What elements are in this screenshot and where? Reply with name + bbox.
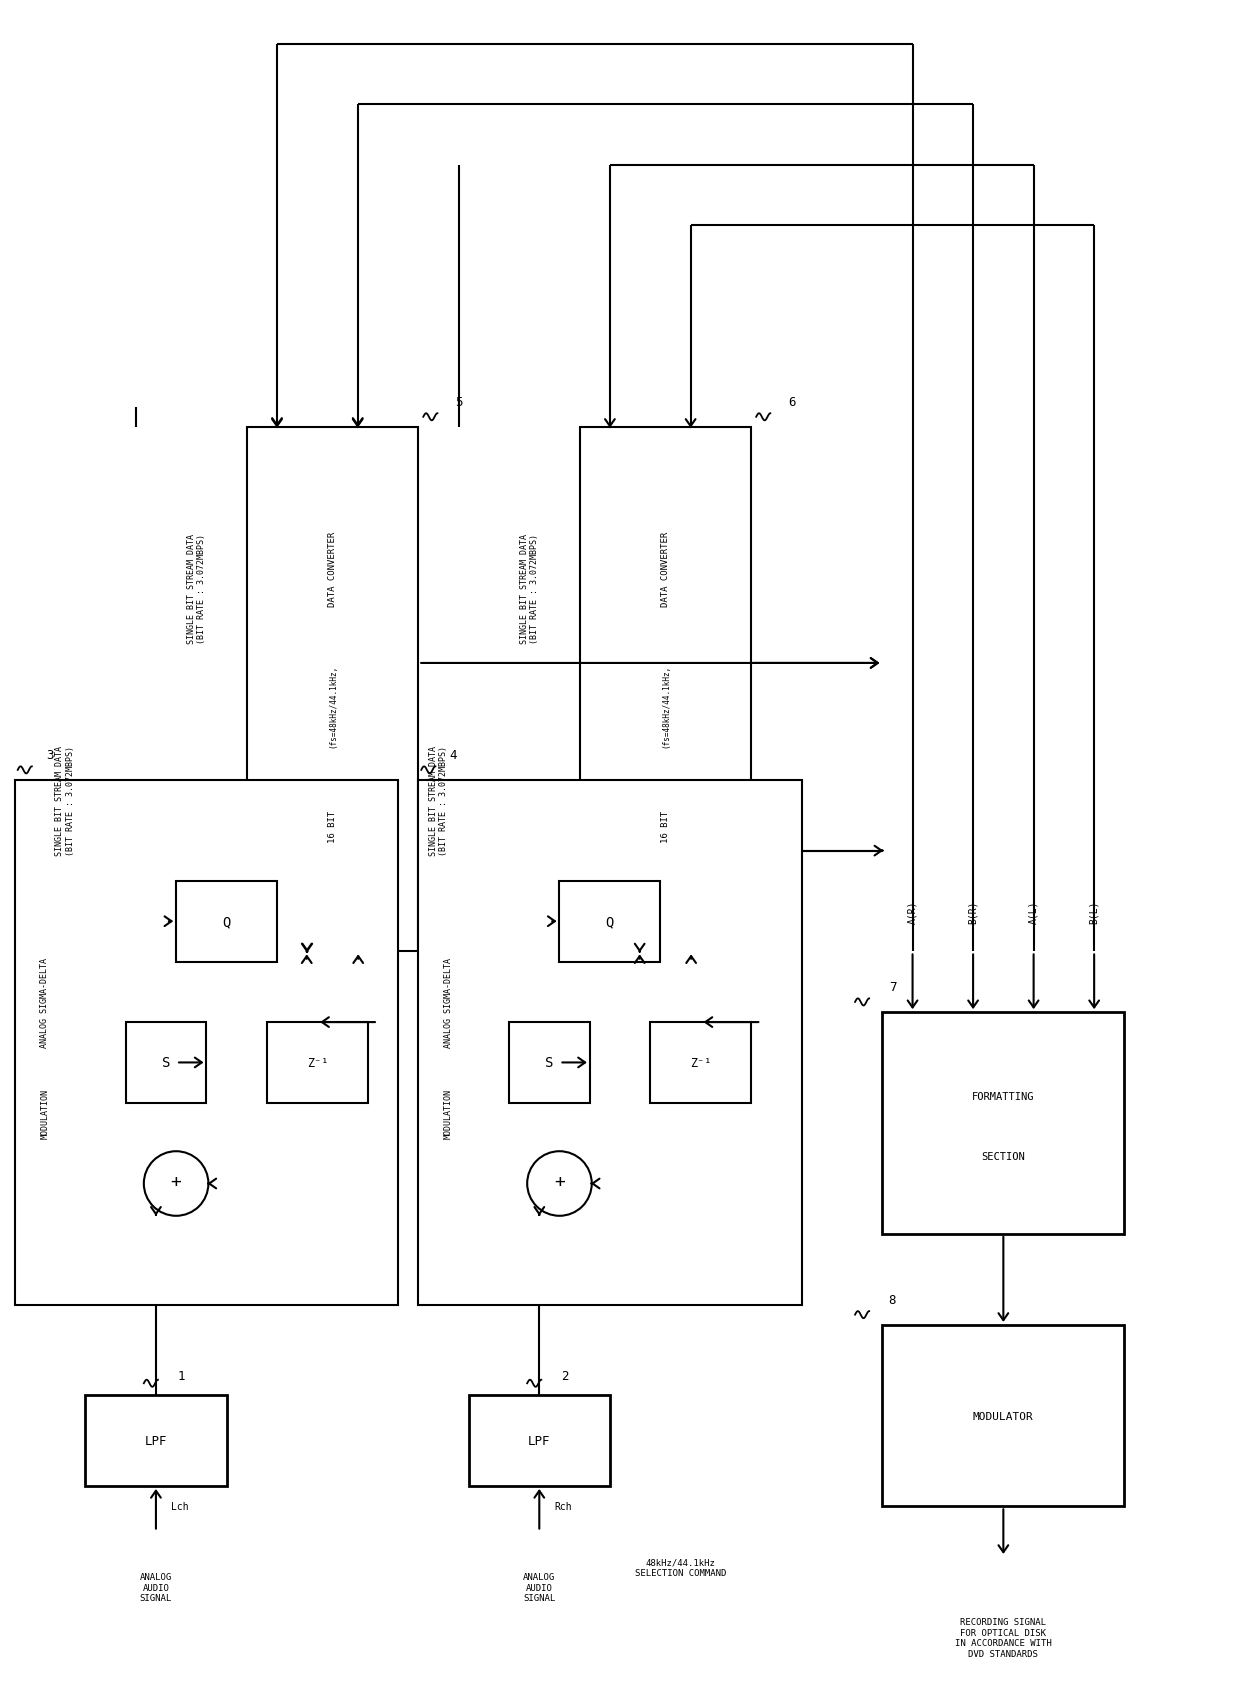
Text: 7: 7 (889, 981, 897, 994)
Text: SINGLE BIT STREAM DATA
(BIT RATE : 3.072MBPS): SINGLE BIT STREAM DATA (BIT RATE : 3.072… (520, 533, 539, 644)
Text: A(L): A(L) (1029, 900, 1039, 923)
Text: FORMATTING: FORMATTING (972, 1092, 1034, 1102)
Bar (650, 1023, 751, 1103)
Bar (125, 1023, 206, 1103)
Text: LPF: LPF (528, 1435, 551, 1448)
Text: Rch: Rch (554, 1502, 572, 1512)
Text: (fs=48kHz/44.1kHz,: (fs=48kHz/44.1kHz, (329, 664, 337, 747)
Text: MODULATION: MODULATION (41, 1088, 50, 1139)
Text: Z⁻¹: Z⁻¹ (306, 1056, 329, 1070)
Text: Lch: Lch (171, 1502, 188, 1512)
Text: MODULATOR: MODULATOR (973, 1411, 1034, 1421)
Text: DATA CONVERTER: DATA CONVERTER (329, 532, 337, 607)
Text: SECTION: SECTION (982, 1152, 1025, 1162)
Text: A(R): A(R) (908, 900, 918, 923)
Bar (579, 427, 751, 952)
Text: SINGLE BIT STREAM DATA
(BIT RATE : 3.072MBPS): SINGLE BIT STREAM DATA (BIT RATE : 3.072… (429, 745, 448, 856)
Bar (883, 1013, 1125, 1235)
Text: Q: Q (605, 915, 614, 928)
Bar (86, 1396, 227, 1487)
Bar (15, 780, 398, 1305)
Text: 6: 6 (787, 395, 795, 409)
Text: S: S (162, 1056, 170, 1070)
Text: RECORDING SIGNAL
FOR OPTICAL DISK
IN ACCORDANCE WITH
DVD STANDARDS: RECORDING SIGNAL FOR OPTICAL DISK IN ACC… (955, 1618, 1052, 1657)
Text: ANALOG
AUDIO
SIGNAL: ANALOG AUDIO SIGNAL (140, 1573, 172, 1601)
Text: 5: 5 (455, 395, 463, 409)
Text: LPF: LPF (145, 1435, 167, 1448)
Text: +: + (171, 1172, 181, 1191)
Bar (176, 881, 277, 962)
Text: Z⁻¹: Z⁻¹ (689, 1056, 712, 1070)
Text: 1: 1 (177, 1369, 185, 1383)
Text: +: + (554, 1172, 565, 1191)
Bar (510, 1023, 590, 1103)
Text: 8: 8 (889, 1293, 897, 1307)
Text: 4: 4 (450, 748, 458, 762)
Text: B(L): B(L) (1089, 900, 1099, 923)
Text: SINGLE BIT STREAM DATA
(BIT RATE : 3.072MBPS): SINGLE BIT STREAM DATA (BIT RATE : 3.072… (186, 533, 206, 644)
Text: (fs=48kHz/44.1kHz,: (fs=48kHz/44.1kHz, (661, 664, 670, 747)
Text: ANALOG SIGMA-DELTA: ANALOG SIGMA-DELTA (444, 957, 453, 1048)
Text: SINGLE BIT STREAM DATA
(BIT RATE : 3.072MBPS): SINGLE BIT STREAM DATA (BIT RATE : 3.072… (56, 745, 74, 856)
Bar (469, 1396, 610, 1487)
Bar (418, 780, 801, 1305)
Text: 3: 3 (46, 748, 53, 762)
Text: 48kHz/44.1kHz
SELECTION COMMAND: 48kHz/44.1kHz SELECTION COMMAND (635, 1558, 727, 1576)
Bar (267, 1023, 368, 1103)
Text: 16 BIT: 16 BIT (661, 811, 670, 843)
Text: ANALOG
AUDIO
SIGNAL: ANALOG AUDIO SIGNAL (523, 1573, 556, 1601)
Text: MODULATION: MODULATION (444, 1088, 453, 1139)
Text: ANALOG SIGMA-DELTA: ANALOG SIGMA-DELTA (41, 957, 50, 1048)
Text: 16 BIT: 16 BIT (329, 811, 337, 843)
Text: B(R): B(R) (968, 900, 978, 923)
Text: Q: Q (222, 915, 231, 928)
Text: DATA CONVERTER: DATA CONVERTER (661, 532, 670, 607)
Bar (883, 1325, 1125, 1507)
Bar (559, 881, 661, 962)
Bar (247, 427, 418, 952)
Text: 2: 2 (560, 1369, 568, 1383)
Text: S: S (546, 1056, 553, 1070)
